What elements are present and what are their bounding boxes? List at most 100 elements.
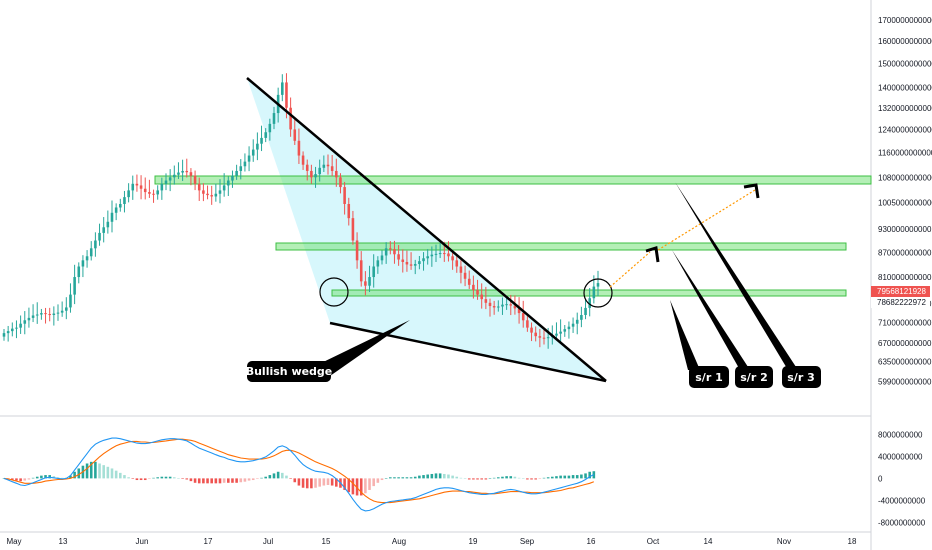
- candle-body: [584, 307, 587, 316]
- macd-histogram-bar: [247, 478, 251, 481]
- candle-body: [389, 248, 392, 250]
- candle-body: [546, 337, 550, 339]
- macd-tick-label: 0: [878, 474, 883, 483]
- candle-body: [409, 264, 413, 266]
- candle-body: [243, 161, 247, 167]
- candle-body: [351, 218, 355, 241]
- candle-body: [347, 203, 351, 219]
- macd-histogram-bar: [73, 471, 76, 479]
- candle-body: [401, 259, 405, 262]
- candle-body: [131, 183, 135, 191]
- macd-histogram-bar: [218, 478, 222, 484]
- candle-body: [318, 167, 321, 175]
- candle-body: [538, 336, 542, 338]
- macd-histogram-bar: [393, 477, 396, 479]
- candle-body: [534, 332, 537, 337]
- y-tick-label: 710000000000: [878, 319, 932, 328]
- y-tick-label: 599000000000: [878, 378, 932, 387]
- candle-body: [372, 266, 375, 278]
- macd-histogram-bar: [322, 478, 326, 486]
- candle-body: [210, 195, 213, 197]
- macd-histogram-bar: [546, 477, 550, 479]
- macd-histogram-bar: [389, 477, 392, 479]
- candle-body: [168, 177, 172, 181]
- x-tick-label: Sep: [520, 537, 535, 546]
- macd-histogram-bar: [23, 478, 27, 481]
- macd-histogram-bar: [430, 473, 434, 479]
- candle-body: [413, 264, 417, 266]
- y-tick-label: 670000000000: [878, 339, 932, 348]
- x-tick-label: Jul: [263, 537, 273, 546]
- macd-histogram-bar: [131, 478, 135, 479]
- candle-body: [181, 170, 184, 173]
- callout-label-sr2: s/r 2: [740, 371, 767, 384]
- candle-body: [143, 188, 147, 193]
- candle-body: [235, 170, 238, 176]
- macd-histogram-bar: [60, 477, 64, 479]
- macd-histogram-bar: [401, 477, 405, 479]
- macd-histogram-bar: [488, 478, 492, 479]
- macd-histogram-bar: [77, 468, 81, 479]
- current-price-tag: 79568121928: [871, 286, 930, 297]
- macd-histogram-bar: [98, 463, 101, 479]
- candle-body: [501, 304, 504, 307]
- candle-body: [314, 174, 317, 178]
- macd-tick-label: 4000000000: [878, 452, 923, 461]
- candle-body: [60, 310, 64, 313]
- callout-sr1: s/r 1: [689, 366, 729, 388]
- macd-histogram-bar: [214, 478, 218, 484]
- x-axis-tick-labels: May 13 Jun 17 Jul 15 Aug 19 Sep 16 Oct 14 Nov 18: [6, 537, 857, 546]
- candle-body: [301, 155, 305, 165]
- macd-histogram-bar: [526, 478, 529, 480]
- candle-body: [563, 329, 567, 332]
- candle-body: [530, 327, 533, 333]
- macd-histogram-bar: [351, 478, 355, 495]
- candle-body: [343, 187, 346, 204]
- y-tick-label: 1080000000000: [878, 173, 932, 182]
- macd-histogram-bar: [69, 475, 72, 479]
- macd-histogram-bar: [143, 478, 147, 481]
- candle-body: [256, 143, 259, 150]
- candle-body: [127, 190, 130, 198]
- candle-body: [202, 190, 205, 194]
- candle-body: [592, 286, 596, 299]
- macd-histogram-bar: [102, 465, 105, 479]
- macd-histogram-bar: [256, 478, 259, 479]
- candle-body: [15, 327, 18, 329]
- macd-histogram-bar: [281, 472, 284, 479]
- candle-body: [472, 284, 475, 291]
- callout-label-sr1: s/r 1: [695, 371, 722, 384]
- x-tick-label: May: [6, 537, 21, 546]
- candle-body: [40, 313, 43, 315]
- macd-histogram-bar: [114, 470, 118, 479]
- candle-body: [23, 320, 27, 324]
- macd-histogram-bar: [272, 473, 276, 479]
- macd-histogram-bar: [364, 478, 367, 494]
- candle-body: [588, 298, 591, 308]
- callout-pointer-sr2: [672, 250, 750, 370]
- candle-body: [521, 313, 525, 321]
- candle-body: [326, 164, 330, 167]
- candle-body: [11, 328, 14, 332]
- candle-body: [575, 319, 579, 324]
- candle-body: [463, 272, 467, 279]
- macd-histogram-bar: [276, 471, 280, 479]
- candle-body: [555, 333, 558, 336]
- macd-histogram-bar: [293, 478, 297, 483]
- macd-histogram-bar: [588, 471, 591, 479]
- macd-histogram-bar: [210, 478, 213, 484]
- candle-body: [48, 314, 51, 316]
- macd-histogram-bar: [567, 475, 571, 479]
- macd-histogram-bar: [501, 476, 504, 479]
- callout-bg-sr3: [782, 366, 821, 388]
- candle-body: [231, 175, 234, 181]
- candle-body: [52, 313, 56, 316]
- candle-body: [94, 240, 97, 249]
- x-tick-label: Oct: [647, 537, 660, 546]
- macd-histogram-bar: [530, 478, 533, 480]
- macd-histogram-bar: [173, 477, 176, 479]
- candle-body: [492, 306, 496, 308]
- callout-bg-sr1: [689, 366, 729, 388]
- candle-body: [65, 307, 68, 311]
- candle-body: [497, 306, 500, 308]
